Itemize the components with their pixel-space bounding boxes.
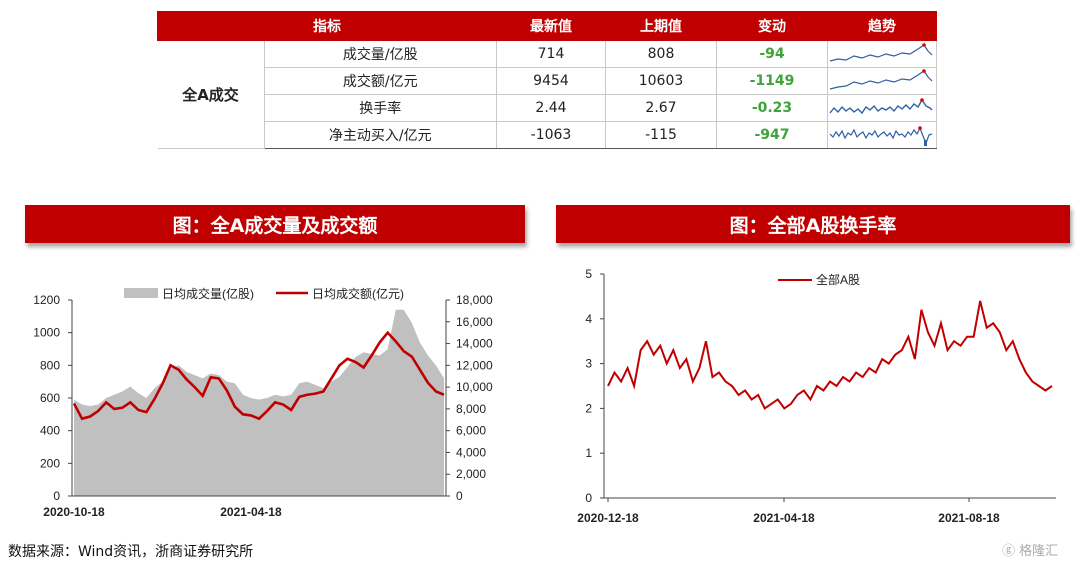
header-indicator: 指标 — [157, 11, 497, 41]
group-label: 全A成交 — [157, 40, 265, 149]
y-right-tick-label: 12,000 — [456, 358, 493, 372]
chart-title-volume-value: 图：全A成交量及成交额 — [25, 205, 525, 243]
table-row: 成交额/亿元 9454 10603 -1149 — [158, 67, 937, 95]
x-tick-label: 2020-10-18 — [43, 505, 105, 519]
watermark-icon: ⓖ — [1002, 544, 1020, 559]
y-left-tick-label: 1200 — [33, 293, 60, 307]
y-tick-label: 1 — [585, 446, 592, 460]
sparkline-volume — [829, 43, 933, 62]
y-tick-label: 2 — [585, 401, 592, 415]
row-name: 换手率 — [263, 94, 497, 122]
volume-area — [74, 309, 444, 496]
value-line — [72, 330, 445, 421]
y-right-tick-label: 6,000 — [456, 424, 486, 438]
row-previous: 10603 — [605, 67, 717, 95]
trend-sparkline — [827, 40, 937, 68]
y-right-tick-label: 2,000 — [456, 467, 486, 481]
trend-sparkline — [827, 67, 937, 95]
turnover-rate-chart: 0 1 2 3 4 5 2020-12-18 2021-04-18 2021-08-18 全部A股 — [577, 267, 1056, 525]
row-change: -947 — [716, 121, 828, 149]
y-tick-label: 5 — [585, 267, 592, 281]
legend-swatch-volume — [124, 288, 158, 298]
summary-table-container: 指标 最新值 上期值 变动 趋势 全A成交 成交量/亿股 714 808 -94 — [157, 11, 937, 149]
x-tick-label: 2021-04-18 — [220, 505, 282, 519]
table-row: 全A成交 成交量/亿股 714 808 -94 — [157, 40, 937, 149]
watermark-text: 格隆汇 — [1019, 544, 1059, 559]
row-latest: 9454 — [496, 67, 606, 95]
row-name: 成交量/亿股 — [263, 40, 497, 68]
header-previous: 上期值 — [605, 11, 717, 41]
x-tick-label: 2020-12-18 — [577, 511, 639, 525]
trend-sparkline — [827, 94, 937, 122]
row-change: -0.23 — [716, 94, 828, 122]
legend-label-volume: 日均成交量(亿股) — [162, 286, 254, 301]
table-row: 净主动买入/亿元 -1063 -115 -947 — [158, 121, 937, 149]
row-latest: -1063 — [496, 121, 606, 149]
y-right-tick-label: 8,000 — [456, 402, 486, 416]
summary-table: 指标 最新值 上期值 变动 趋势 全A成交 成交量/亿股 714 808 -94 — [157, 11, 937, 149]
y-left-tick-label: 400 — [40, 424, 60, 438]
y-left-tick-label: 800 — [40, 358, 60, 372]
row-name: 成交额/亿元 — [263, 67, 497, 95]
legend-label: 全部A股 — [816, 272, 860, 287]
row-previous: 808 — [605, 40, 717, 68]
row-name: 净主动买入/亿元 — [263, 121, 497, 149]
row-change: -94 — [716, 40, 828, 68]
y-tick-label: 4 — [585, 312, 592, 326]
x-tick-label: 2021-04-18 — [753, 511, 815, 525]
data-source-note: 数据来源：Wind资讯，浙商证券研究所 — [8, 544, 254, 560]
header-trend: 趋势 — [827, 11, 937, 41]
row-latest: 2.44 — [496, 94, 606, 122]
y-right-tick-label: 10,000 — [456, 380, 493, 394]
y-tick-label: 3 — [585, 357, 592, 371]
sparkline-net-buy — [829, 126, 933, 146]
row-change: -1149 — [716, 67, 828, 95]
table-header-row: 指标 最新值 上期值 变动 趋势 — [157, 11, 937, 41]
y-right-tick-label: 14,000 — [456, 337, 493, 351]
y-left-tick-label: 600 — [40, 391, 60, 405]
chart-title-turnover-rate: 图：全部A股换手率 — [556, 205, 1070, 243]
header-change: 变动 — [716, 11, 828, 41]
volume-value-chart: 0 200 400 600 800 1000 1200 0 2,000 4,000 6,000 8,0… — [33, 286, 493, 519]
y-left-tick-label: 1000 — [33, 326, 60, 340]
turnover-line — [607, 300, 1053, 410]
y-left-tick-label: 200 — [40, 456, 60, 470]
row-previous: -115 — [605, 121, 717, 149]
sparkline-turnover-rate — [829, 98, 933, 115]
y-right-tick-label: 0 — [456, 489, 463, 503]
header-latest: 最新值 — [496, 11, 606, 41]
row-latest: 714 — [496, 40, 606, 68]
watermark-logo: ⓖ 格隆汇 — [1002, 540, 1058, 559]
legend-label-value: 日均成交额(亿元) — [312, 286, 404, 301]
sparkline-turnover-value — [829, 69, 933, 90]
y-left-tick-label: 0 — [53, 489, 60, 503]
table-row: 换手率 2.44 2.67 -0.23 — [158, 94, 937, 122]
y-right-tick-label: 4,000 — [456, 445, 486, 459]
y-right-tick-label: 18,000 — [456, 293, 493, 307]
row-previous: 2.67 — [605, 94, 717, 122]
trend-sparkline — [827, 121, 937, 149]
y-tick-label: 0 — [585, 491, 592, 505]
y-right-tick-label: 16,000 — [456, 315, 493, 329]
x-tick-label: 2021-08-18 — [938, 511, 1000, 525]
